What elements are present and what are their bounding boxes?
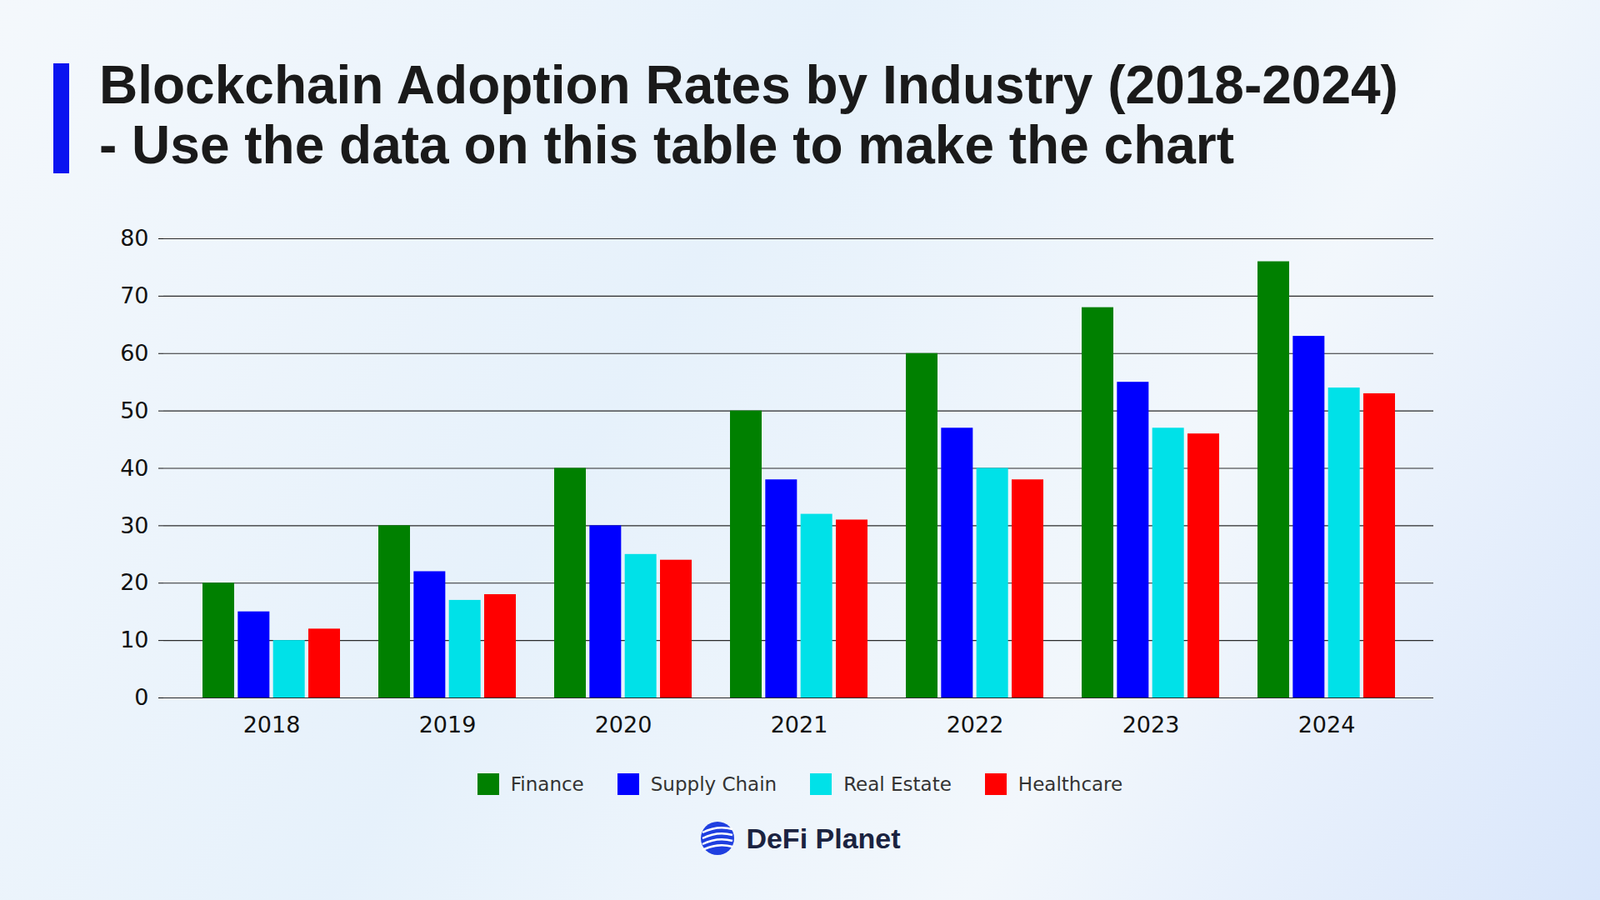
html-text:Healthcare: Healthcare <box>1018 773 1123 795</box>
html-text:DeFi Planet: DeFi Planet <box>746 822 901 854</box>
svg-text:2024: 2024 <box>1298 711 1356 738</box>
svg-text:70: 70 <box>120 282 149 309</box>
svg-text:2021: 2021 <box>770 711 829 738</box>
svg-text:50: 50 <box>120 397 149 424</box>
svg-text:30: 30 <box>120 512 149 539</box>
html-text:Blockchain Adoption Rates by I: Blockchain Adoption Rates by Industry (2… <box>99 55 1399 175</box>
svg-text:10: 10 <box>120 626 149 653</box>
svg-text:0: 0 <box>134 684 149 710</box>
svg-text:2019: 2019 <box>419 711 477 738</box>
svg-text:80: 80 <box>120 225 149 251</box>
svg-text:2023: 2023 <box>1122 711 1180 738</box>
html-text:Finance: Finance <box>510 773 584 795</box>
html-text:Supply Chain: Supply Chain <box>650 773 777 795</box>
svg-text:2018: 2018 <box>243 711 301 738</box>
svg-text:20: 20 <box>120 569 149 595</box>
svg-text:2022: 2022 <box>946 711 1005 738</box>
svg-text:40: 40 <box>120 455 149 481</box>
html-text:Real Estate: Real Estate <box>843 773 952 795</box>
svg-text:2020: 2020 <box>595 711 653 738</box>
svg-text:60: 60 <box>120 340 149 366</box>
